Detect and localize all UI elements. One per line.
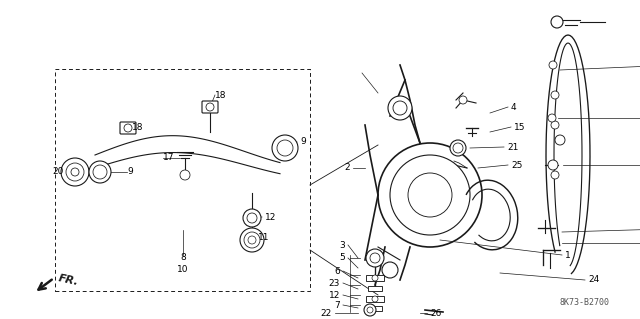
FancyBboxPatch shape — [120, 122, 136, 134]
Circle shape — [548, 160, 558, 170]
Circle shape — [382, 262, 398, 278]
Circle shape — [393, 101, 407, 115]
Circle shape — [124, 124, 132, 132]
Bar — [55, 69, 310, 291]
Text: 8: 8 — [180, 254, 186, 263]
Circle shape — [66, 163, 84, 181]
Circle shape — [551, 91, 559, 99]
Text: 1: 1 — [565, 250, 571, 259]
Circle shape — [372, 275, 378, 281]
Circle shape — [244, 232, 260, 248]
Circle shape — [551, 121, 559, 129]
Circle shape — [247, 213, 257, 223]
Text: 9: 9 — [300, 137, 306, 146]
FancyBboxPatch shape — [202, 101, 218, 113]
Text: 11: 11 — [258, 234, 269, 242]
Text: 12: 12 — [328, 291, 340, 300]
Circle shape — [378, 143, 482, 247]
Text: 20: 20 — [52, 167, 63, 176]
Text: 9: 9 — [127, 167, 132, 176]
Text: 26: 26 — [430, 308, 442, 317]
Text: 25: 25 — [511, 160, 522, 169]
Circle shape — [366, 249, 384, 267]
Circle shape — [548, 114, 556, 122]
Text: 17: 17 — [163, 153, 175, 162]
Text: 8K73-B2700: 8K73-B2700 — [560, 298, 610, 307]
Bar — [368, 306, 382, 311]
Circle shape — [89, 161, 111, 183]
Circle shape — [248, 236, 256, 244]
Circle shape — [277, 140, 293, 156]
Text: 7: 7 — [334, 300, 340, 309]
Circle shape — [272, 135, 298, 161]
Text: 18: 18 — [215, 91, 227, 100]
Text: 23: 23 — [328, 278, 340, 287]
Text: 15: 15 — [514, 122, 525, 131]
Text: 18: 18 — [132, 122, 143, 131]
Circle shape — [71, 168, 79, 176]
Circle shape — [180, 170, 190, 180]
Text: 12: 12 — [265, 212, 276, 221]
Text: FR.: FR. — [57, 273, 79, 287]
Bar — [368, 286, 382, 291]
Circle shape — [372, 296, 378, 302]
Text: 2: 2 — [344, 164, 350, 173]
Text: 4: 4 — [511, 102, 516, 112]
Text: 22: 22 — [321, 308, 332, 317]
Text: 3: 3 — [339, 241, 345, 249]
Circle shape — [453, 143, 463, 153]
Circle shape — [93, 165, 107, 179]
Text: 6: 6 — [334, 266, 340, 276]
Circle shape — [61, 158, 89, 186]
Text: 10: 10 — [177, 265, 189, 275]
Circle shape — [243, 209, 261, 227]
Circle shape — [459, 96, 467, 104]
Text: 5: 5 — [339, 254, 345, 263]
Circle shape — [551, 16, 563, 28]
Circle shape — [388, 96, 412, 120]
Circle shape — [367, 307, 373, 313]
Text: 24: 24 — [588, 276, 599, 285]
Circle shape — [370, 253, 380, 263]
Circle shape — [555, 135, 565, 145]
Text: 21: 21 — [507, 143, 518, 152]
Circle shape — [240, 228, 264, 252]
Circle shape — [364, 304, 376, 316]
Circle shape — [390, 155, 470, 235]
Bar — [366, 296, 384, 302]
Circle shape — [549, 61, 557, 69]
Circle shape — [551, 171, 559, 179]
Circle shape — [206, 103, 214, 111]
Circle shape — [450, 140, 466, 156]
Circle shape — [408, 173, 452, 217]
Bar — [366, 275, 384, 281]
